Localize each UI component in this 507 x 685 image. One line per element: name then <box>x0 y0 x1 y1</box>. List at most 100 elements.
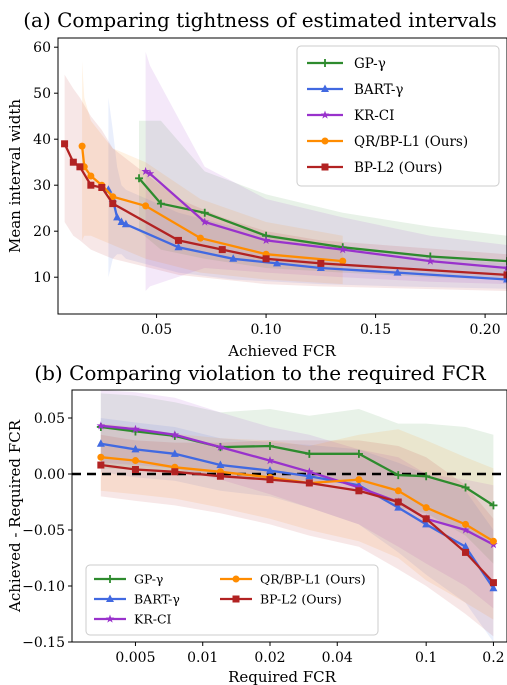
panel-b-xlabel: Required FCR <box>228 668 337 685</box>
point-bp <box>69 158 77 166</box>
point-bart <box>265 466 274 474</box>
y-tick-label: −0.10 <box>22 579 65 595</box>
legend-box <box>296 45 500 187</box>
point-bp <box>87 181 95 189</box>
point-qr <box>394 487 402 495</box>
point-bart <box>216 460 225 469</box>
point-kr <box>96 421 106 430</box>
point-bart <box>117 217 126 225</box>
legend-marker <box>106 575 114 583</box>
point-bp <box>216 472 224 480</box>
point-kr <box>200 217 210 226</box>
legend-marker <box>320 110 330 119</box>
point-bart <box>393 268 402 276</box>
point-bp <box>422 515 430 523</box>
point-kr <box>141 166 150 176</box>
point-bp <box>98 184 106 191</box>
band-kr <box>100 390 494 609</box>
x-tick-label: 0.10 <box>250 322 281 338</box>
band-qr <box>82 61 343 285</box>
point-gp <box>156 199 165 208</box>
panel-a-ylabel: Mean interval width <box>6 99 24 253</box>
legend-label-bp: BP-L2 (Ours) <box>260 592 342 607</box>
point-bp <box>61 140 69 148</box>
panel-b-frame <box>71 389 507 643</box>
legend-label-kr: KR-CI <box>354 108 394 124</box>
x-tick-label: 0.15 <box>360 322 391 338</box>
point-bp <box>218 246 226 254</box>
panel-b-ylabel: Achieved - Required FCR <box>6 419 24 613</box>
point-kr <box>265 456 275 465</box>
point-gp <box>305 449 314 458</box>
y-tick-label: 30 <box>33 178 51 194</box>
point-bp <box>174 236 182 244</box>
panel-a-xlabel: Achieved FCR <box>227 342 336 360</box>
point-bart <box>305 471 314 480</box>
y-tick-label: 20 <box>33 224 51 240</box>
x-tick-label: 0.02 <box>254 650 285 666</box>
legend-marker <box>321 137 329 145</box>
point-kr <box>305 467 314 476</box>
point-gp <box>394 471 403 480</box>
legend-label-kr: KR-CI <box>134 612 172 627</box>
point-bart <box>96 439 105 447</box>
y-tick-label: 0.00 <box>34 467 65 483</box>
point-bp <box>489 579 497 587</box>
point-bp <box>131 466 139 474</box>
legend-marker <box>105 614 115 623</box>
point-kr <box>502 263 507 272</box>
point-kr <box>261 235 271 245</box>
x-tick-label: 0.01 <box>187 650 218 666</box>
legend-label-gp: GP-γ <box>354 56 386 72</box>
point-qr <box>142 202 150 210</box>
y-tick-label: 60 <box>33 40 51 56</box>
point-qr <box>109 193 117 201</box>
panel-b-lines <box>96 421 498 592</box>
point-kr <box>216 442 225 451</box>
panel-b-legend: GP-γ BART-γ KR-CI QR/BP-L1 (Ours) BP-L2 (Our… <box>85 564 379 636</box>
y-tick-label: 40 <box>33 132 51 148</box>
point-kr <box>426 256 435 265</box>
point-kr <box>354 482 364 492</box>
point-bp <box>266 476 274 484</box>
legend-marker <box>321 163 329 171</box>
point-bart <box>316 263 325 271</box>
point-qr <box>196 234 204 242</box>
point-bart <box>273 258 282 267</box>
point-bart <box>121 219 130 228</box>
point-kr <box>338 245 348 254</box>
panel-a-title: (a) Comparing tightness of estimated int… <box>23 8 497 32</box>
point-qr <box>355 476 363 484</box>
point-qr <box>87 172 95 180</box>
point-qr <box>131 457 139 465</box>
x-tick-label: 0.2 <box>482 650 504 666</box>
x-tick-label: 0.04 <box>322 650 353 666</box>
point-bp <box>97 461 105 469</box>
point-bp <box>171 468 179 476</box>
point-bp <box>503 271 507 279</box>
point-bart <box>394 503 403 511</box>
point-bp <box>305 479 313 487</box>
legend-label-bart: BART-γ <box>134 592 180 607</box>
x-tick-label: 0.1 <box>415 650 437 666</box>
panel-a-ticks: 0.05 0.10 0.15 0.20 10 20 30 40 50 60 <box>33 40 501 338</box>
y-tick-label: 0.05 <box>34 411 65 427</box>
legend-marker <box>106 594 114 602</box>
point-gp <box>503 257 507 266</box>
point-kr <box>131 424 140 433</box>
panel-b: (b) Comparing violation to the required … <box>6 361 507 685</box>
legend-label-bp: BP-L2 (Ours) <box>354 160 442 176</box>
point-kr <box>461 525 470 534</box>
x-tick-label: 0.05 <box>141 322 172 338</box>
point-bart <box>489 583 498 592</box>
point-bart <box>461 542 470 550</box>
point-gp <box>461 483 470 492</box>
band-bp <box>100 434 494 637</box>
panel-b-ticks: 0.005 0.01 0.02 0.04 0.1 0.2 0.05 0.00 −0.05 −0.1… <box>22 411 504 666</box>
point-qr <box>339 257 347 265</box>
x-tick-label: 0.20 <box>470 322 501 338</box>
point-kr <box>170 430 180 439</box>
point-gp <box>422 472 431 481</box>
legend-label-bart: BART-γ <box>354 82 404 98</box>
y-tick-label: −0.05 <box>22 523 65 539</box>
